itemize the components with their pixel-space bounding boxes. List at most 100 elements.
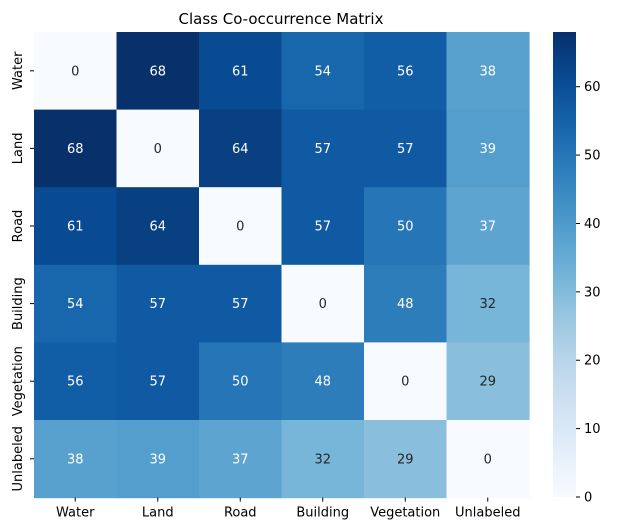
heatmap-cell <box>446 32 530 111</box>
heatmap-cell <box>364 420 448 499</box>
cell-annotation: 57 <box>314 220 331 235</box>
cell-annotation: 61 <box>67 220 84 235</box>
cell-annotation: 39 <box>149 452 166 467</box>
cell-annotation: 29 <box>479 375 496 390</box>
cell-annotation: 0 <box>319 297 327 312</box>
colorbar-tick-label: 60 <box>584 80 601 95</box>
cell-annotation: 48 <box>397 297 414 312</box>
heatmap-cell <box>281 187 365 266</box>
y-tick-label: Water <box>11 51 26 90</box>
heatmap-cell <box>446 264 530 343</box>
cell-annotation: 54 <box>67 297 84 312</box>
heatmap-cell <box>364 264 448 343</box>
cell-annotation: 38 <box>67 452 84 467</box>
colorbar-tick-label: 20 <box>584 354 601 369</box>
heatmap-cell <box>199 264 283 343</box>
colorbar-tick-label: 50 <box>584 149 601 164</box>
y-tick-label: Land <box>11 133 26 165</box>
cell-annotation: 0 <box>236 220 244 235</box>
heatmap-cell <box>281 342 365 421</box>
heatmap-cell <box>281 109 365 188</box>
x-tick-label: Unlabeled <box>455 506 520 521</box>
heatmap-cell <box>116 420 200 499</box>
heatmap-cell <box>34 420 118 499</box>
colorbar: 0 10 20 30 40 50 60 <box>553 32 601 506</box>
colorbar-gradient <box>553 32 576 497</box>
colorbar-tick-label: 40 <box>584 217 601 232</box>
cell-annotation: 64 <box>149 220 166 235</box>
heatmap-cell <box>34 109 118 188</box>
heatmap-cell <box>446 187 530 266</box>
heatmap-cell <box>116 32 200 111</box>
heatmap-cell <box>199 32 283 111</box>
cell-annotation: 68 <box>149 64 166 79</box>
cell-annotation: 37 <box>479 220 496 235</box>
cell-annotation: 0 <box>484 452 492 467</box>
cell-annotation: 61 <box>232 64 249 79</box>
heatmap-cell <box>281 32 365 111</box>
heatmap-cell <box>116 264 200 343</box>
heatmap-cell <box>446 342 530 421</box>
heatmap-cell <box>34 187 118 266</box>
cell-annotation: 29 <box>397 452 414 467</box>
colorbar-tick-label: 0 <box>584 491 592 506</box>
y-tick-label: Vegetation <box>11 346 26 416</box>
x-tick-label: Water <box>56 506 95 521</box>
heatmap-cell <box>199 109 283 188</box>
chart-title: Class Co-occurrence Matrix <box>179 10 384 28</box>
y-tick-label: Building <box>11 277 26 330</box>
cell-annotation: 38 <box>479 64 496 79</box>
heatmap-cell <box>199 342 283 421</box>
x-tick-label: Land <box>142 506 174 521</box>
x-axis: Water Land Road Building Vegetation Unlabeled <box>56 497 520 521</box>
heatmap-cell <box>281 420 365 499</box>
heatmap-cell <box>199 420 283 499</box>
heatmap-cell <box>364 187 448 266</box>
heatmap-cell <box>199 187 283 266</box>
heatmap-cell <box>364 32 448 111</box>
heatmap-cell <box>116 109 200 188</box>
cell-annotation: 56 <box>67 375 84 390</box>
heatmap-cell <box>34 32 118 111</box>
cell-annotation: 57 <box>232 297 249 312</box>
cell-annotation: 64 <box>232 142 249 157</box>
heatmap-cell <box>446 420 530 499</box>
heatmap-cell <box>364 342 448 421</box>
heatmap-cell <box>116 187 200 266</box>
colorbar-tick-label: 30 <box>584 285 601 300</box>
heatmap-annotations: 0 68 61 54 56 38 68 0 64 57 57 39 61 64 0 57 50 37 54 57 57 0… <box>67 64 496 467</box>
cell-annotation: 57 <box>149 297 166 312</box>
cell-annotation: 68 <box>67 142 84 157</box>
colorbar-tick-label: 10 <box>584 422 601 437</box>
heatmap-cell <box>34 342 118 421</box>
heatmap-cell <box>281 264 365 343</box>
cell-annotation: 54 <box>314 64 331 79</box>
cell-annotation: 50 <box>232 375 249 390</box>
x-tick-label: Building <box>296 506 349 521</box>
heatmap-cells <box>34 32 530 499</box>
cell-annotation: 48 <box>314 375 331 390</box>
cell-annotation: 57 <box>314 142 331 157</box>
cell-annotation: 32 <box>479 297 496 312</box>
x-tick-label: Vegetation <box>370 506 440 521</box>
heatmap-cell <box>446 109 530 188</box>
heatmap-cell <box>34 264 118 343</box>
cell-annotation: 39 <box>479 142 496 157</box>
cell-annotation: 56 <box>397 64 414 79</box>
cell-annotation: 37 <box>232 452 249 467</box>
y-tick-label: Unlabeled <box>11 426 26 491</box>
cell-annotation: 0 <box>71 64 79 79</box>
cell-annotation: 57 <box>397 142 414 157</box>
heatmap-cell <box>364 109 448 188</box>
cell-annotation: 50 <box>397 220 414 235</box>
cell-annotation: 32 <box>314 452 331 467</box>
x-tick-label: Road <box>224 506 257 521</box>
y-axis: Water Land Road Building Vegetation Unlabeled <box>11 51 34 492</box>
cell-annotation: 0 <box>401 375 409 390</box>
cell-annotation: 0 <box>154 142 162 157</box>
heatmap-cell <box>116 342 200 421</box>
cell-annotation: 57 <box>149 375 166 390</box>
y-tick-label: Road <box>11 210 26 243</box>
